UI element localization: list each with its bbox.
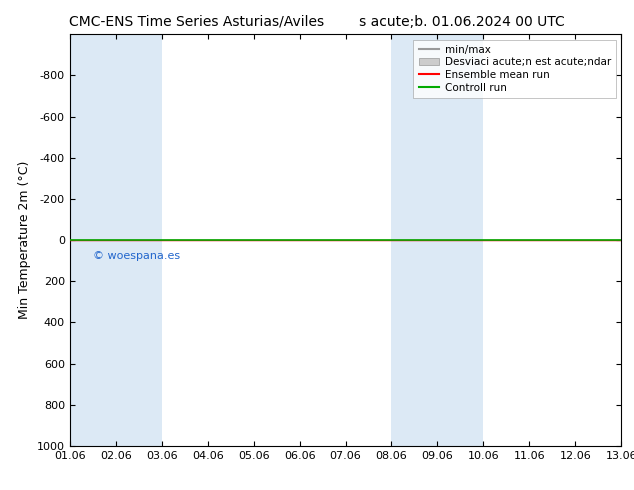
Bar	[391, 34, 437, 446]
Bar	[437, 34, 483, 446]
Bar	[115, 34, 162, 446]
Legend: min/max, Desviaci acute;n est acute;ndar, Ensemble mean run, Controll run: min/max, Desviaci acute;n est acute;ndar…	[413, 40, 616, 98]
Text: © woespana.es: © woespana.es	[93, 251, 180, 262]
Bar	[70, 34, 115, 446]
Text: CMC-ENS Time Series Asturias/Aviles        s acute;b. 01.06.2024 00 UTC: CMC-ENS Time Series Asturias/Aviles s ac…	[69, 15, 565, 29]
Y-axis label: Min Temperature 2m (°C): Min Temperature 2m (°C)	[18, 161, 31, 319]
